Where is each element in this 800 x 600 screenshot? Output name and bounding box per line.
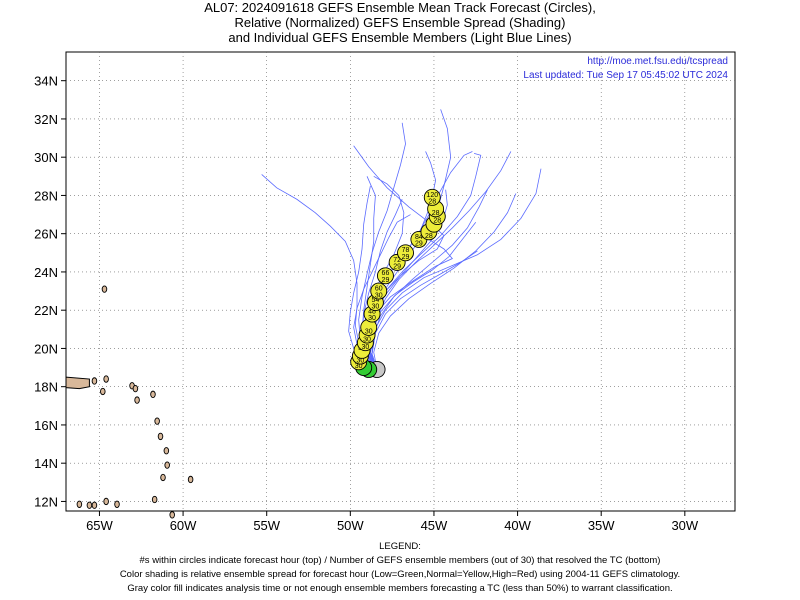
last-updated-text: Last updated: Tue Sep 17 05:45:02 UTC 20… [523, 70, 728, 81]
island-land [114, 500, 120, 508]
island-land [86, 501, 93, 509]
island-land [100, 387, 106, 396]
x-tick-label: 40W [504, 518, 531, 533]
forecast-hour-label: 72 [393, 257, 401, 264]
island-land [187, 475, 194, 484]
y-tick-label: 12N [34, 494, 58, 509]
member-count-label: 30 [372, 304, 380, 311]
puerto-rico-land [65, 376, 90, 390]
x-tick-label: 55W [253, 518, 280, 533]
island-land [164, 461, 170, 469]
forecast-hour-label: 78 [402, 247, 410, 254]
x-tick-label: 45W [421, 518, 448, 533]
island-land [154, 417, 160, 425]
y-tick-label: 20N [34, 341, 58, 356]
island-land [169, 511, 175, 519]
plot-frame [65, 51, 736, 512]
member-count-label: 30 [355, 363, 363, 370]
legend-line-1: #s within circles indicate forecast hour… [139, 555, 661, 566]
chart-title-line-3: and Individual GEFS Ensemble Members (Li… [228, 30, 572, 45]
y-tick-label: 28N [34, 188, 58, 203]
island-land [91, 501, 98, 509]
y-tick-label: 14N [34, 456, 58, 471]
member-count-label: 30 [363, 336, 371, 343]
spread-shade-circle [376, 267, 394, 285]
island-land [103, 375, 109, 383]
x-tick-label: 35W [588, 518, 615, 533]
chart-title-line-2: Relative (Normalized) GEFS Ensemble Spre… [234, 15, 566, 30]
ensemble-member-track [373, 193, 517, 370]
island-land [151, 495, 158, 504]
forecast-hour-label: 48 [368, 308, 376, 315]
member-count-label: 29 [382, 277, 390, 284]
island-land [150, 390, 156, 398]
member-count-label: 29 [415, 241, 423, 248]
forecast-hour-label: 54 [372, 297, 380, 304]
island-land [163, 447, 170, 455]
forecast-hour-label: 120 [426, 192, 438, 199]
source-url[interactable]: http://moe.met.fsu.edu/tcspread [587, 56, 728, 67]
ensemble-mean-track: 3030363030304830543060306629722978298429… [350, 188, 446, 378]
axis-ticks: 65W 60W 55W 50W 45W 40W 35W 30W 12N 14N 16N 18N 20N 2… [34, 74, 699, 533]
y-tick-label: 30N [34, 150, 58, 165]
graticule-grid [66, 52, 735, 511]
ensemble-member-track [371, 250, 478, 370]
member-count-label: 29 [402, 254, 410, 261]
y-tick-label: 22N [34, 303, 58, 318]
y-tick-label: 16N [34, 418, 58, 433]
legend-line-2: Color shading is relative ensemble sprea… [119, 569, 681, 580]
y-tick-label: 26N [34, 227, 58, 242]
legend-line-3: Gray color fill indicates analysis time … [127, 583, 673, 594]
forecast-hour-label: 66 [382, 270, 390, 277]
island-land [91, 377, 98, 385]
y-tick-label: 32N [34, 112, 58, 127]
island-land [132, 384, 139, 393]
y-tick-label: 18N [34, 380, 58, 395]
island-land [134, 396, 140, 404]
chart-title-line-1: AL07: 2024091618 GEFS Ensemble Mean Trac… [204, 0, 596, 15]
x-tick-label: 60W [170, 518, 197, 533]
spread-shade-circle [397, 244, 414, 262]
forecast-hour-label: 84 [415, 234, 423, 241]
x-tick-label: 30W [671, 518, 698, 533]
member-count-label: 29 [393, 264, 401, 271]
member-count-label: 30 [361, 344, 369, 351]
member-count-label: 28 [428, 199, 436, 206]
x-tick-label: 50W [337, 518, 364, 533]
land-features [65, 285, 194, 519]
island-land [76, 500, 83, 508]
member-count-label: 30 [375, 292, 383, 299]
member-count-label: 30 [365, 329, 373, 336]
island-land [103, 497, 109, 506]
member-count-label: 30 [368, 315, 376, 322]
y-tick-label: 24N [34, 265, 58, 280]
member-count-label: 28 [425, 233, 433, 240]
member-count-label: 28 [432, 210, 440, 217]
forecast-hour-label: 60 [375, 285, 383, 292]
island-land [160, 473, 166, 482]
member-count-label: 30 [356, 357, 364, 364]
y-tick-label: 34N [34, 74, 58, 89]
spread-shade-circle [423, 188, 441, 206]
island-land [157, 432, 164, 441]
legend-heading: LEGEND: [379, 541, 421, 552]
spread-shade-circle [370, 282, 388, 300]
island-land [101, 285, 108, 293]
x-tick-label: 65W [86, 518, 113, 533]
member-count-label: 28 [433, 218, 441, 225]
